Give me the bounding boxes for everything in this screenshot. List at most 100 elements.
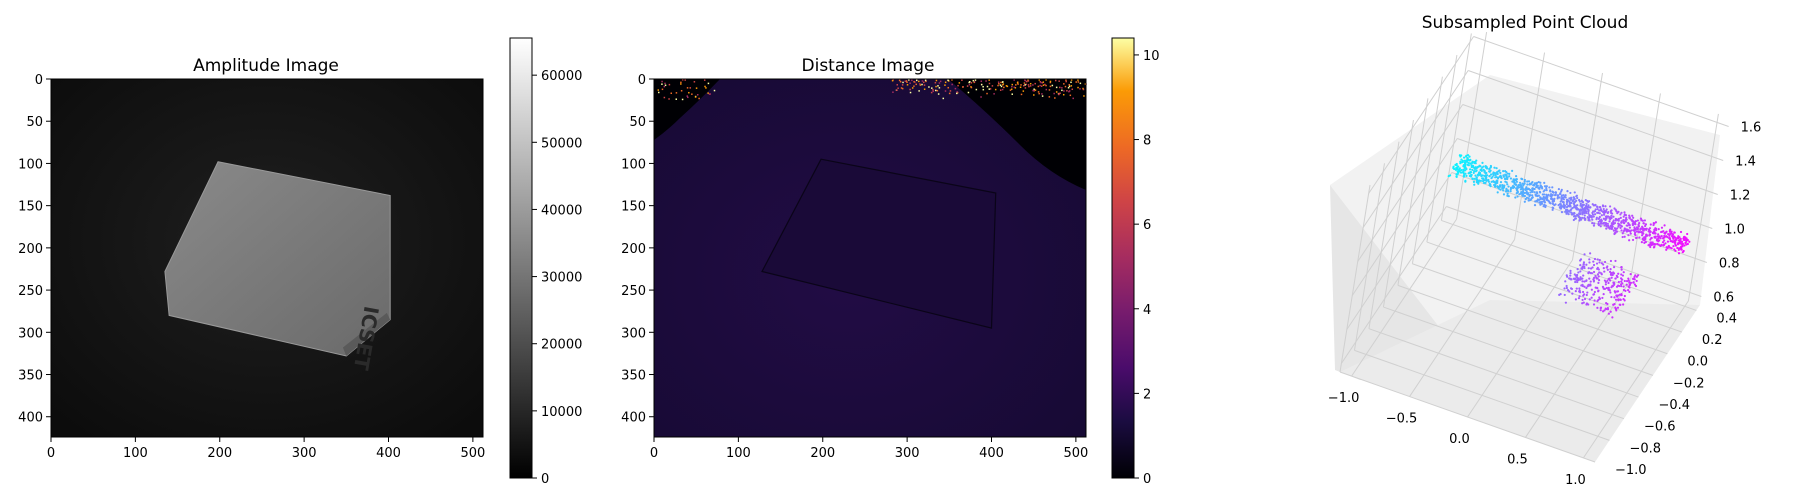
pointcloud-point bbox=[1468, 168, 1472, 171]
pointcloud-point bbox=[1628, 224, 1631, 227]
pointcloud-point bbox=[1609, 291, 1612, 294]
pointcloud-point bbox=[1551, 200, 1554, 203]
pointcloud-point bbox=[1587, 219, 1590, 222]
pointcloud-point bbox=[1599, 206, 1602, 209]
pointcloud-point bbox=[1621, 232, 1624, 235]
amp-y-tick-label: 300 bbox=[18, 326, 43, 341]
pointcloud-point bbox=[1582, 209, 1586, 212]
pointcloud-x-tick-label: 0.5 bbox=[1507, 452, 1528, 467]
distance-speckle bbox=[985, 80, 987, 82]
distance-speckle bbox=[1005, 85, 1008, 87]
pointcloud-point bbox=[1633, 278, 1636, 281]
pointcloud-point bbox=[1685, 243, 1688, 246]
distance-speckle bbox=[934, 81, 937, 84]
pointcloud-point bbox=[1632, 281, 1635, 284]
pointcloud-point bbox=[1594, 274, 1597, 278]
distance-speckle bbox=[891, 79, 894, 82]
pointcloud-point bbox=[1625, 229, 1628, 232]
pointcloud-point bbox=[1617, 298, 1620, 301]
pointcloud-point bbox=[1576, 273, 1579, 277]
pointcloud-point bbox=[1668, 234, 1671, 237]
pointcloud-point bbox=[1525, 190, 1528, 193]
pointcloud-point bbox=[1448, 174, 1452, 177]
pointcloud-point bbox=[1577, 271, 1580, 274]
distance-speckle bbox=[661, 80, 663, 83]
pointcloud-point bbox=[1509, 186, 1513, 189]
pointcloud-point bbox=[1581, 213, 1584, 216]
pointcloud-point bbox=[1612, 272, 1616, 275]
pointcloud-point bbox=[1611, 316, 1614, 319]
distance-speckle bbox=[904, 80, 906, 83]
pointcloud-point bbox=[1619, 303, 1622, 306]
amp-x-tick-label: 300 bbox=[292, 446, 317, 461]
distance-speckle bbox=[980, 80, 983, 82]
pointcloud-point bbox=[1523, 191, 1526, 195]
pointcloud-point bbox=[1491, 175, 1494, 178]
distance-speckle bbox=[918, 80, 920, 83]
pointcloud-point bbox=[1632, 221, 1635, 224]
distance-speckle bbox=[1048, 89, 1051, 91]
pointcloud-point bbox=[1505, 188, 1508, 192]
pointcloud-floor-gridline bbox=[1339, 371, 1596, 463]
distance-speckle bbox=[658, 91, 660, 94]
pointcloud-point bbox=[1679, 239, 1682, 242]
pointcloud-point bbox=[1660, 235, 1663, 238]
pointcloud-point bbox=[1628, 283, 1632, 286]
distance-speckle bbox=[921, 83, 923, 86]
distance-speckle bbox=[1022, 84, 1025, 87]
amp-y-tick-label: 200 bbox=[18, 242, 43, 257]
pointcloud-point bbox=[1502, 170, 1505, 173]
pointcloud-point bbox=[1547, 193, 1550, 196]
pointcloud-point bbox=[1678, 247, 1681, 250]
distance-speckle bbox=[1001, 88, 1004, 91]
amp-x-tick-label: 400 bbox=[376, 446, 401, 461]
pointcloud-x-tick-label: 1.0 bbox=[1565, 473, 1586, 488]
pointcloud-point bbox=[1623, 279, 1626, 283]
pointcloud-point bbox=[1528, 183, 1531, 186]
amp-x-tick-label: 0 bbox=[47, 446, 55, 461]
pointcloud-point bbox=[1620, 273, 1623, 276]
pointcloud-point bbox=[1471, 177, 1474, 180]
pointcloud-point bbox=[1575, 194, 1578, 197]
pointcloud-point bbox=[1521, 178, 1524, 181]
distance-speckle bbox=[1024, 84, 1026, 86]
pointcloud-x-tick-label: 0.0 bbox=[1449, 432, 1470, 447]
pointcloud-point bbox=[1541, 193, 1544, 196]
pointcloud-point bbox=[1612, 219, 1615, 222]
pointcloud-point bbox=[1602, 293, 1605, 296]
distance-speckle bbox=[1002, 83, 1005, 85]
distance-speckle bbox=[913, 85, 915, 87]
pointcloud-point bbox=[1575, 206, 1578, 210]
pointcloud-point bbox=[1628, 239, 1631, 242]
pointcloud-point bbox=[1651, 243, 1654, 246]
distance-speckle bbox=[1033, 90, 1035, 92]
pointcloud-point bbox=[1495, 171, 1499, 174]
pointcloud-point bbox=[1613, 283, 1616, 286]
pointcloud-point bbox=[1592, 303, 1596, 306]
distance-speckle bbox=[906, 81, 908, 84]
pointcloud-point bbox=[1517, 184, 1520, 187]
pointcloud-point bbox=[1601, 285, 1605, 289]
pointcloud-point bbox=[1600, 218, 1603, 221]
pointcloud-point bbox=[1672, 237, 1675, 240]
pointcloud-gridlines bbox=[1339, 32, 1729, 463]
distance-speckle bbox=[958, 82, 961, 84]
pointcloud-point bbox=[1605, 216, 1608, 219]
pointcloud-point bbox=[1471, 161, 1474, 164]
pointcloud-point bbox=[1558, 193, 1562, 196]
pointcloud-back-gridline bbox=[1687, 113, 1719, 301]
distance-speckle bbox=[1070, 85, 1073, 87]
pointcloud-point bbox=[1504, 169, 1507, 173]
distance-speckle bbox=[919, 83, 921, 85]
pointcloud-point bbox=[1586, 291, 1589, 294]
distance-speckle bbox=[1079, 82, 1082, 85]
pointcloud-point bbox=[1542, 190, 1545, 193]
distance-speckle bbox=[1044, 83, 1046, 86]
pointcloud-point bbox=[1597, 278, 1601, 282]
dist-y-tick-label: 400 bbox=[621, 411, 646, 426]
pointcloud-point bbox=[1606, 302, 1609, 306]
distance-speckle bbox=[657, 89, 660, 91]
pointcloud-point bbox=[1558, 293, 1561, 296]
pointcloud-point bbox=[1614, 306, 1617, 309]
distance-speckle bbox=[1039, 84, 1041, 87]
